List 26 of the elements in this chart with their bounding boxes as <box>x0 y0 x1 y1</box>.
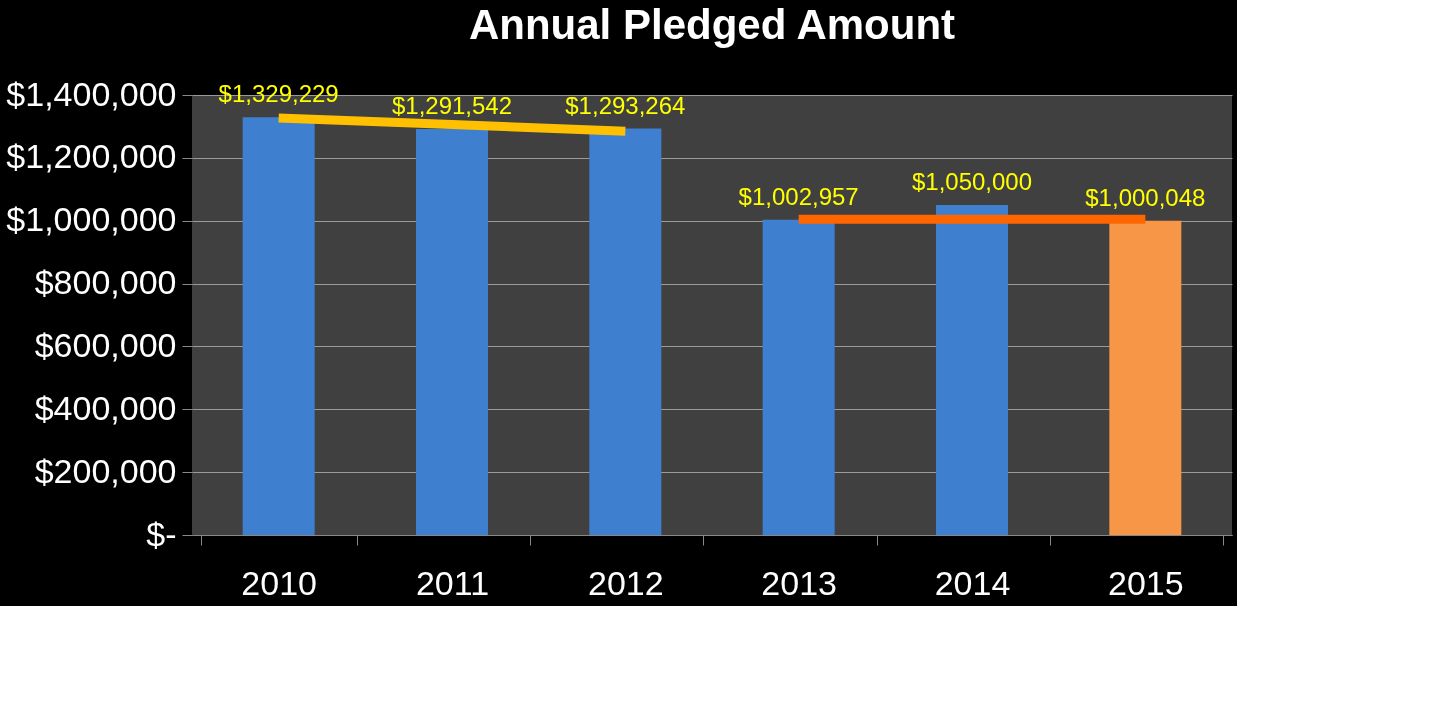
bar <box>762 219 835 535</box>
data-label: $1,050,000 <box>911 168 1033 195</box>
y-tick-label: $- <box>146 514 177 553</box>
data-label: $1,293,264 <box>565 91 686 119</box>
bar <box>416 129 488 535</box>
y-tick-label: $400,000 <box>34 388 177 427</box>
bar <box>589 128 662 535</box>
bar <box>1109 220 1182 535</box>
data-label: $1,000,048 <box>1085 183 1206 211</box>
data-label: $1,002,957 <box>738 182 859 210</box>
x-tick-label: 2014 <box>934 563 1011 602</box>
bar <box>936 205 1008 535</box>
x-tick-label: 2011 <box>415 563 490 602</box>
y-tick-label: $1,200,000 <box>6 137 177 176</box>
x-tick-label: 2010 <box>241 563 317 602</box>
y-tick-label: $600,000 <box>34 325 177 364</box>
data-label: $1,291,542 <box>391 92 513 120</box>
y-tick-label: $1,400,000 <box>6 74 177 113</box>
chart-title: Annual Pledged Amount <box>468 1 956 48</box>
y-tick-label: $800,000 <box>34 263 177 302</box>
y-tick-label: $200,000 <box>34 451 177 490</box>
bar <box>242 117 315 535</box>
x-tick-label: 2012 <box>588 563 664 602</box>
x-tick-label: 2013 <box>761 563 837 602</box>
x-tick-label: 2015 <box>1108 563 1184 602</box>
y-tick-label: $1,000,000 <box>6 200 177 239</box>
